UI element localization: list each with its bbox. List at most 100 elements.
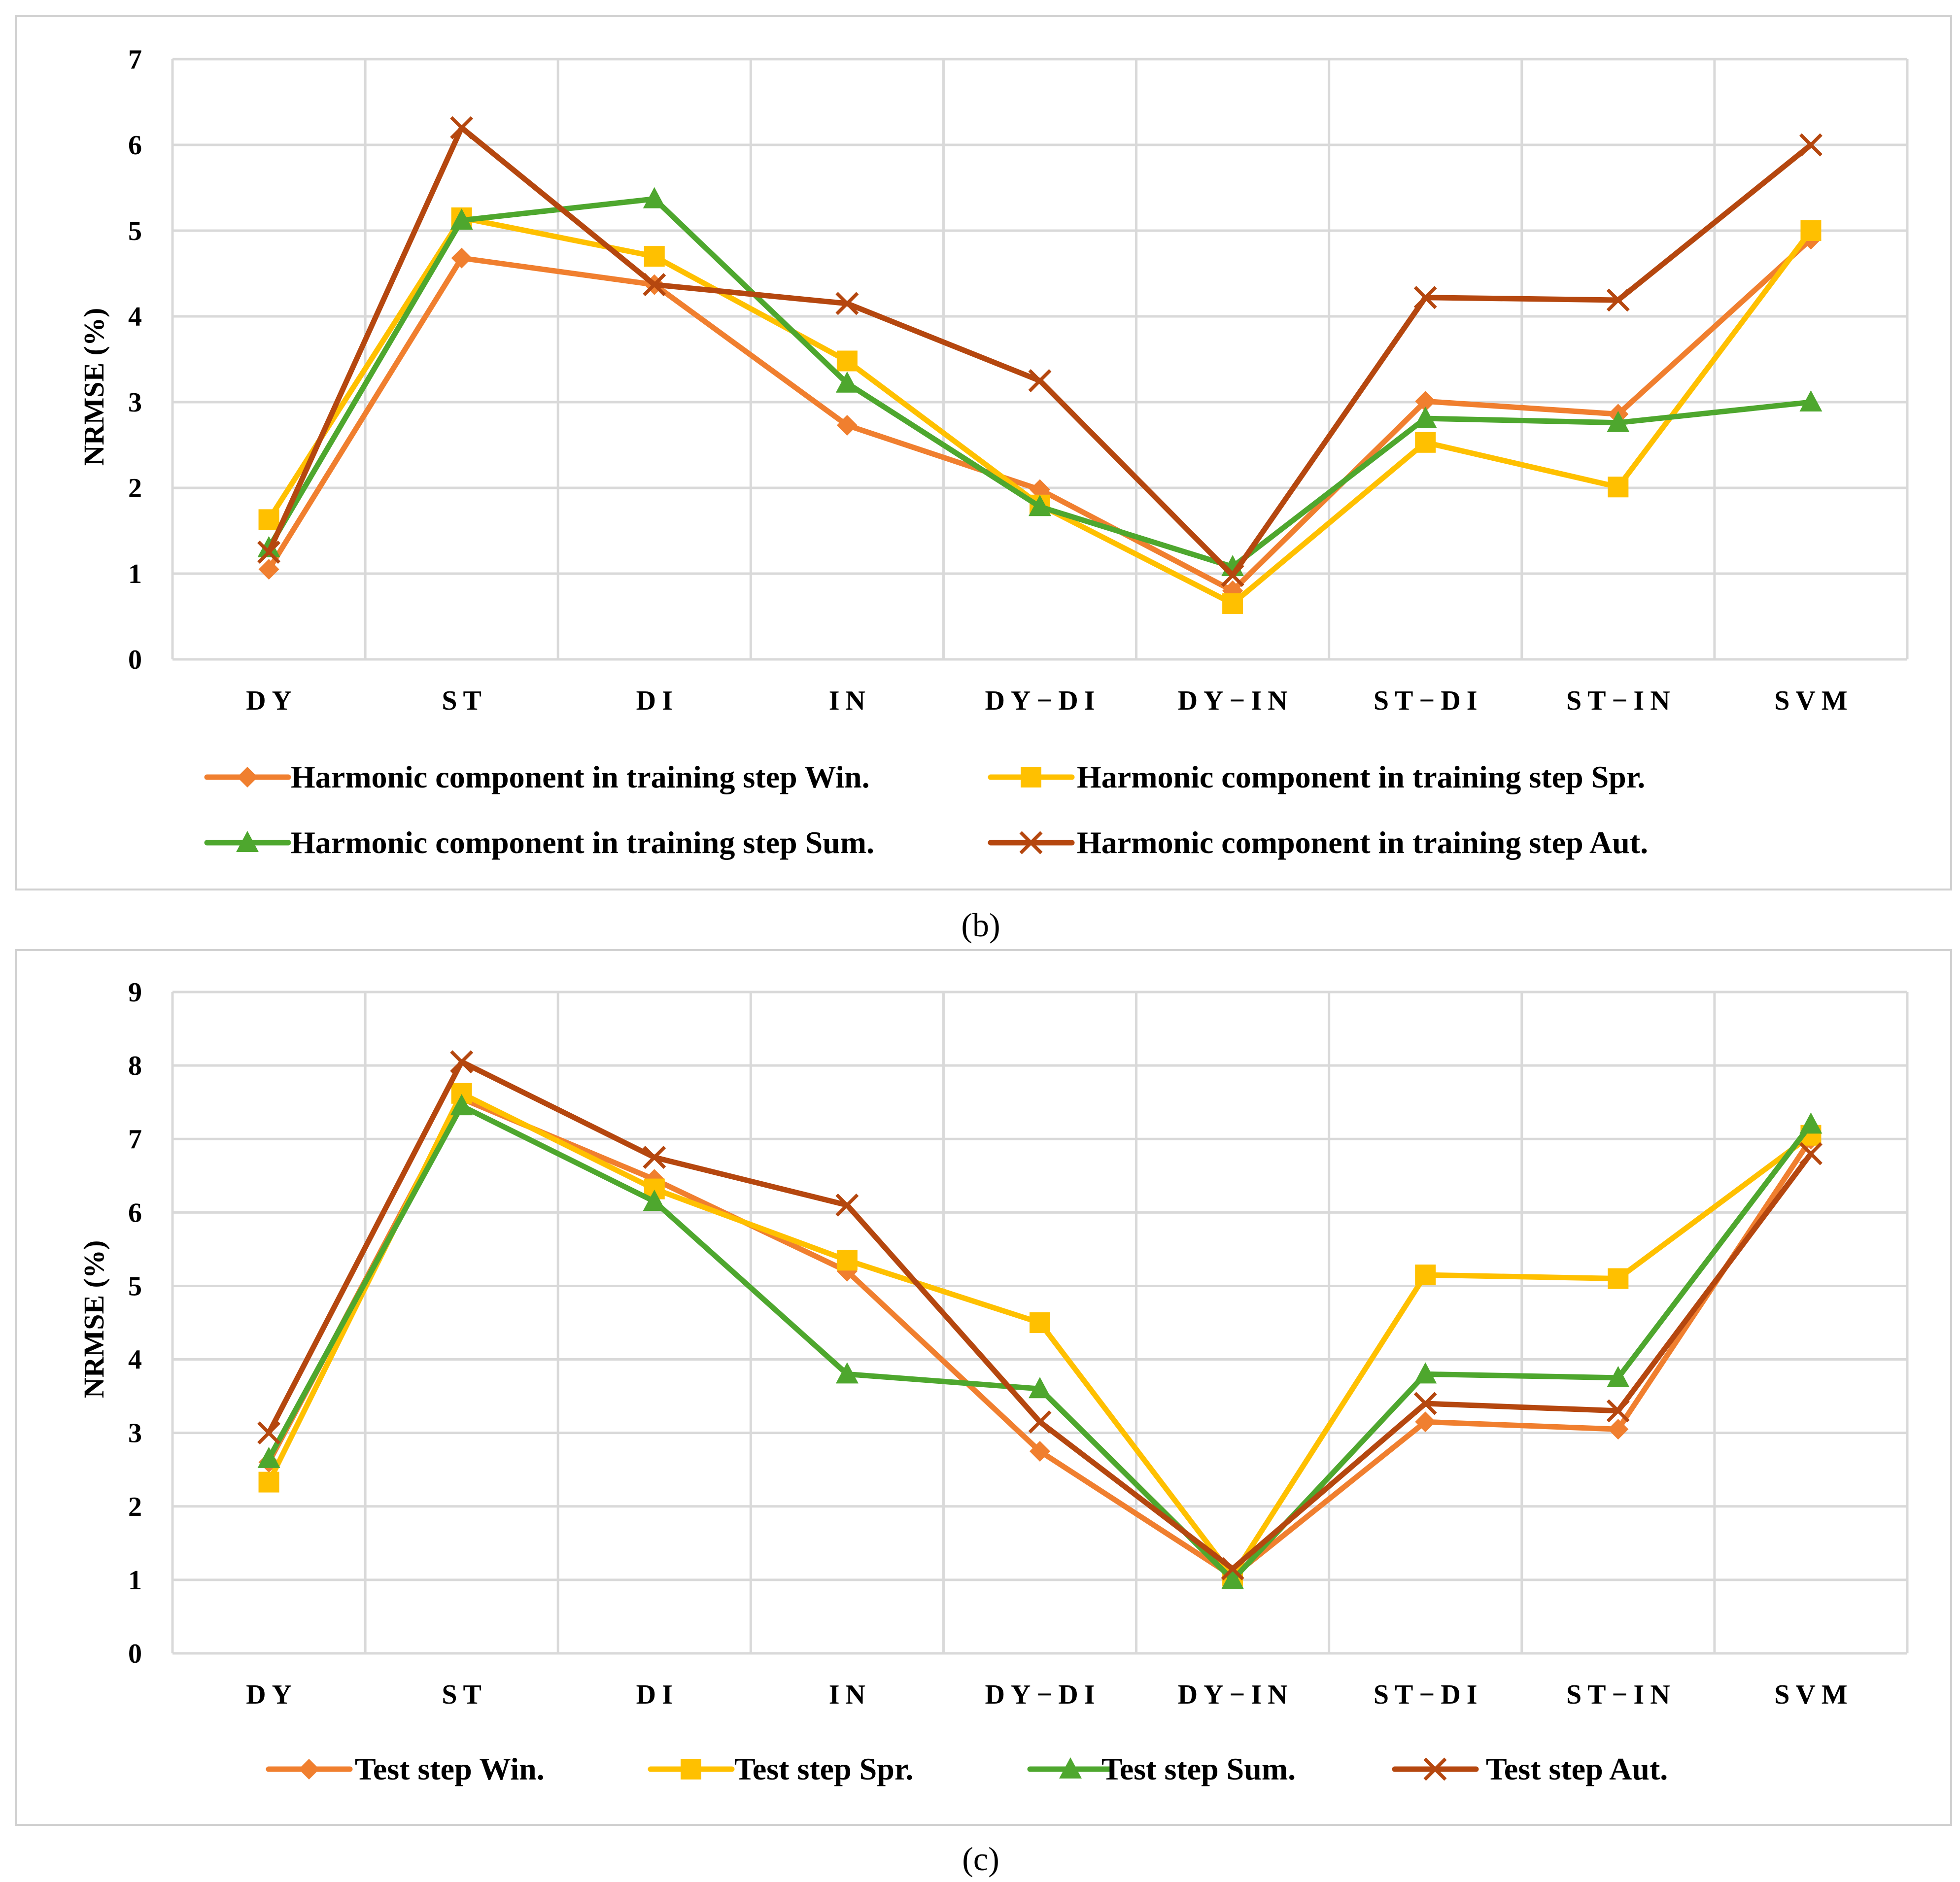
- data-point: [1221, 564, 1244, 587]
- y-tick-label: 7: [128, 44, 142, 75]
- data-point: [1607, 1366, 1630, 1387]
- x-category-label: ST−DI: [1374, 1679, 1483, 1710]
- y-tick-label: 7: [128, 1124, 142, 1155]
- plot-b: 0 1 2 3 4 5 6 7 DY ST DI IN DY−DI DY−IN ST−DI ST−IN SVM: [128, 44, 1909, 716]
- data-point: [1608, 1268, 1629, 1289]
- data-point: [836, 1250, 858, 1271]
- x-category-label: SVM: [1774, 1679, 1853, 1710]
- data-point: [1030, 1312, 1050, 1333]
- data-point: [257, 1421, 281, 1445]
- data-point: [450, 1094, 473, 1116]
- data-point: [258, 1471, 279, 1493]
- x-category-label: SVM: [1774, 685, 1853, 716]
- x-category-label: DY−IN: [1178, 685, 1294, 716]
- x-category-label: DI: [636, 1679, 679, 1710]
- data-point: [836, 350, 858, 372]
- data-point: [1415, 1265, 1436, 1286]
- legend-label: Harmonic component in training step Spr.: [1077, 759, 1645, 794]
- x-category-label: DY−IN: [1178, 1679, 1294, 1710]
- y-tick-label: 8: [128, 1051, 142, 1081]
- y-tick-label: 2: [128, 1492, 142, 1522]
- data-point: [1415, 1411, 1436, 1433]
- data-point: [644, 246, 665, 267]
- data-point: [1414, 1362, 1437, 1384]
- panel-b-ylabel: NRMSE (%): [78, 308, 110, 466]
- data-point: [1029, 1377, 1051, 1399]
- data-point: [450, 208, 473, 230]
- data-point: [1606, 1399, 1630, 1423]
- data-point: [643, 1146, 666, 1169]
- legend-marker: [1019, 831, 1043, 855]
- x-category-label: DY: [246, 685, 298, 716]
- data-point: [1221, 1557, 1244, 1580]
- x-category-label: ST−DI: [1374, 685, 1483, 716]
- y-tick-label: 0: [128, 645, 142, 675]
- panel-c-caption: (c): [962, 1840, 999, 1878]
- y-tick-label: 6: [128, 130, 142, 161]
- data-point: [1415, 432, 1436, 453]
- y-tick-label: 1: [128, 1565, 142, 1596]
- data-point: [835, 1362, 859, 1384]
- data-point: [258, 559, 279, 580]
- legend-label: Test step Win.: [355, 1751, 545, 1786]
- legend-b: Harmonic component in training step Win.…: [204, 759, 1648, 860]
- data-point: [1606, 288, 1630, 312]
- y-tick-label: 6: [128, 1198, 142, 1228]
- data-point: [258, 509, 279, 530]
- legend-marker: [1423, 1757, 1447, 1781]
- data-point: [1608, 477, 1629, 498]
- data-point: [1414, 407, 1437, 428]
- panel-b-caption: (b): [961, 906, 1000, 944]
- y-tick-label: 5: [128, 216, 142, 246]
- data-point: [451, 247, 472, 269]
- y-tick-label: 2: [128, 473, 142, 504]
- data-point: [450, 1050, 474, 1074]
- data-point: [1413, 1392, 1437, 1415]
- legend-marker: [237, 767, 258, 787]
- x-category-label: IN: [829, 685, 871, 716]
- panel-c-frame: [15, 949, 1952, 1826]
- legend-marker: [1059, 1757, 1082, 1779]
- legend-marker: [236, 831, 259, 852]
- data-point: [1800, 220, 1822, 241]
- legend-label: Harmonic component in training step Aut.: [1077, 825, 1648, 860]
- legend-marker: [1021, 767, 1041, 787]
- legend-marker: [681, 1759, 701, 1779]
- data-point: [1028, 1410, 1052, 1434]
- legend-label: Test step Aut.: [1486, 1751, 1668, 1786]
- x-category-label: IN: [829, 1679, 871, 1710]
- x-category-label: DY−DI: [985, 1679, 1100, 1710]
- y-tick-label: 4: [128, 302, 142, 332]
- data-point: [643, 1189, 666, 1211]
- x-category-label: DY−DI: [985, 685, 1100, 716]
- data-point: [1221, 1568, 1244, 1589]
- legend-marker: [299, 1759, 319, 1779]
- legend-label: Test step Spr.: [734, 1751, 913, 1786]
- data-point: [643, 187, 666, 208]
- legend-label: Harmonic component in training step Win.: [291, 759, 870, 794]
- x-category-label: ST−IN: [1566, 1679, 1676, 1710]
- y-tick-label: 4: [128, 1345, 142, 1375]
- data-point: [1415, 391, 1436, 412]
- data-point: [1028, 369, 1052, 392]
- data-point: [1799, 390, 1822, 411]
- legend-label: Test step Sum.: [1101, 1751, 1296, 1786]
- data-point: [257, 1446, 280, 1468]
- panel-b-frame: [15, 15, 1952, 890]
- data-point: [450, 116, 474, 139]
- data-point: [836, 414, 858, 436]
- data-point: [835, 292, 859, 315]
- data-point: [1030, 1440, 1050, 1462]
- y-tick-label: 3: [128, 1418, 142, 1449]
- data-point: [643, 273, 666, 297]
- data-point: [1607, 411, 1630, 432]
- x-category-label: ST−IN: [1566, 685, 1676, 716]
- legend-label: Harmonic component in training step Sum.: [291, 825, 874, 860]
- x-category-label: DI: [636, 685, 679, 716]
- x-category-label: DY: [246, 1679, 298, 1710]
- y-tick-label: 1: [128, 559, 142, 589]
- data-point: [1799, 1112, 1822, 1134]
- data-point: [835, 1193, 859, 1217]
- data-point: [1608, 1419, 1629, 1440]
